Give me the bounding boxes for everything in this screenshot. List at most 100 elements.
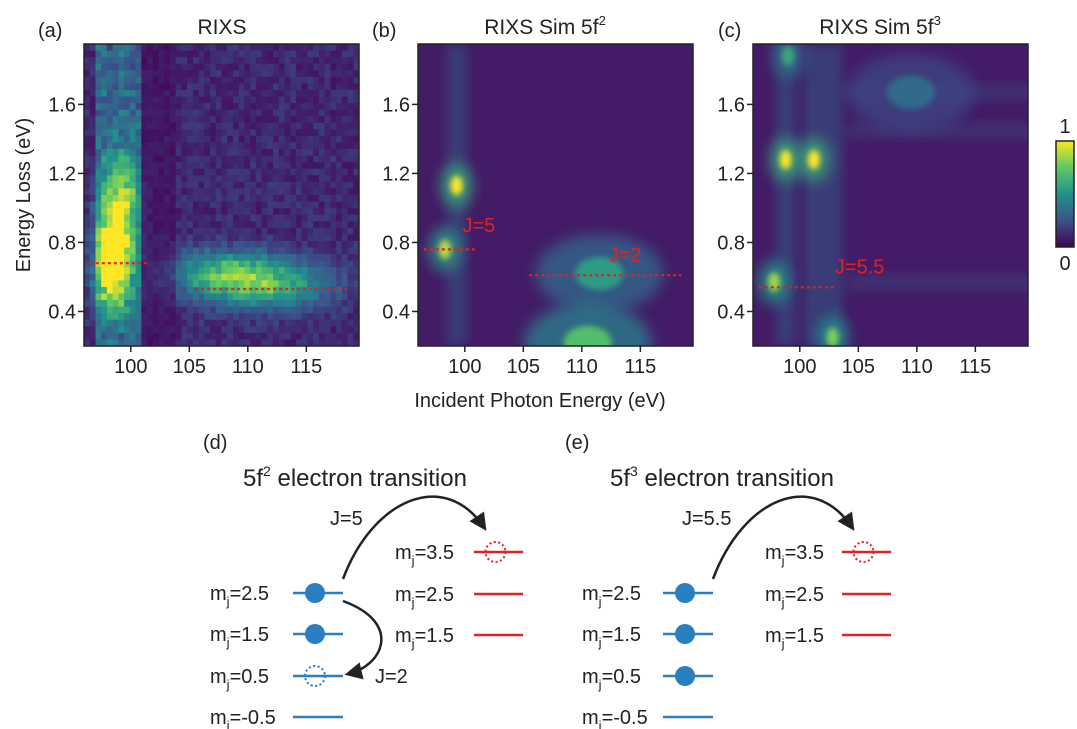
heatmap-cell (164, 208, 171, 216)
heatmap-cell (336, 76, 343, 84)
heatmap-cell (336, 280, 343, 288)
heatmap-cell (238, 214, 245, 222)
heatmap-cell (238, 135, 245, 143)
heatmap-cell (221, 326, 228, 334)
heatmap-cell (129, 214, 136, 222)
heatmap-cell (347, 300, 354, 308)
x-axis-label: Incident Photon Energy (eV) (414, 390, 665, 412)
heatmap-cell (330, 96, 337, 104)
heatmap-cell (284, 300, 291, 308)
heatmap-cell (301, 109, 308, 117)
heatmap-peak (450, 175, 463, 196)
heatmap-cell (95, 306, 102, 314)
heatmap-cell (336, 267, 343, 275)
heatmap-cell (118, 326, 125, 334)
heatmap-cell (341, 109, 348, 117)
panel-title: RIXS Sim 5f2 (484, 13, 606, 39)
heatmap-cell (307, 227, 314, 235)
y-axis-label: Energy Loss (eV) (13, 118, 35, 273)
heatmap-cell (284, 76, 291, 84)
heatmap-cell (106, 76, 114, 84)
heatmap-cell (336, 247, 343, 255)
heatmap-cell (210, 168, 217, 176)
heatmap-cell (152, 234, 159, 242)
heatmap-cell (175, 201, 182, 209)
heatmap-cell (233, 254, 240, 262)
heatmap-cell (129, 319, 136, 327)
heatmap-cell (307, 286, 314, 294)
heatmap-cell (106, 63, 114, 71)
heatmap-cell (336, 70, 343, 78)
heatmap-cell (169, 241, 177, 249)
heatmap-cell (147, 50, 154, 58)
heatmap-cell (101, 109, 108, 117)
heatmap-cell (112, 135, 119, 143)
heatmap-cell (278, 44, 285, 52)
heatmap-cell (164, 155, 171, 163)
heatmap-cell (307, 96, 314, 104)
heatmap-cell (118, 254, 125, 262)
heatmap-cell (84, 90, 91, 98)
heatmap-cell (238, 149, 245, 157)
heatmap-cell (187, 241, 194, 249)
heatmap-cell (101, 332, 108, 340)
heatmap-cell (307, 306, 314, 314)
heatmap-cell (164, 332, 171, 340)
heatmap-cell (227, 234, 234, 242)
heatmap-cell (290, 234, 297, 242)
heatmap-cell (135, 195, 142, 203)
heatmap-cell (347, 260, 354, 268)
heatmap-cell (324, 44, 331, 52)
heatmap-cell (129, 175, 136, 183)
heatmap-cell (106, 83, 114, 91)
heatmap-cell (158, 195, 165, 203)
heatmap-cell (95, 227, 102, 235)
heatmap-cell (187, 306, 194, 314)
heatmap-cell (238, 247, 245, 255)
heatmap-cell (192, 306, 200, 314)
heatmap-cell (267, 129, 274, 137)
heatmap-cell (135, 247, 142, 255)
heatmap-cell (233, 286, 240, 294)
heatmap-cell (273, 313, 280, 321)
heatmap-cell (187, 300, 194, 308)
heatmap-cell (307, 103, 314, 111)
heatmap-cell (238, 227, 245, 235)
heatmap-cell (89, 109, 96, 117)
heatmap-cell (301, 155, 308, 163)
panel-title: RIXS (197, 16, 246, 39)
heatmap-cell (198, 300, 205, 308)
heatmap-cell (244, 142, 251, 150)
heatmap-cell (278, 247, 285, 255)
heatmap-cell (336, 260, 343, 268)
heatmap-cell (290, 50, 297, 58)
heatmap-cell (278, 83, 285, 91)
heatmap-cell (187, 63, 194, 71)
heatmap-cell (198, 109, 205, 117)
heatmap-cell (84, 267, 91, 275)
heatmap-cell (124, 208, 131, 216)
heatmap-cell (301, 188, 308, 196)
heatmap-cell (347, 181, 354, 189)
heatmap-cell (198, 116, 205, 124)
heatmap-cell (290, 181, 297, 189)
heatmap-cell (124, 103, 131, 111)
heatmap-cell (330, 57, 337, 65)
heatmap-cell (250, 326, 257, 334)
heatmap-cell (284, 168, 291, 176)
heatmap-cell (89, 286, 96, 294)
heatmap-cell (261, 201, 268, 209)
heatmap-cell (192, 260, 200, 268)
heatmap-cell (278, 76, 285, 84)
heatmap-cell (181, 332, 188, 340)
heatmap-cell (147, 306, 154, 314)
heatmap-cell (187, 326, 194, 334)
heatmap-cell (278, 227, 285, 235)
heatmap-cell (255, 116, 263, 124)
heatmap-cell (141, 234, 148, 242)
heatmap-cell (210, 181, 217, 189)
heatmap-cell (198, 234, 205, 242)
heatmap-cell (141, 44, 148, 52)
heatmap-cell (192, 109, 200, 117)
heatmap-cell (250, 63, 257, 71)
